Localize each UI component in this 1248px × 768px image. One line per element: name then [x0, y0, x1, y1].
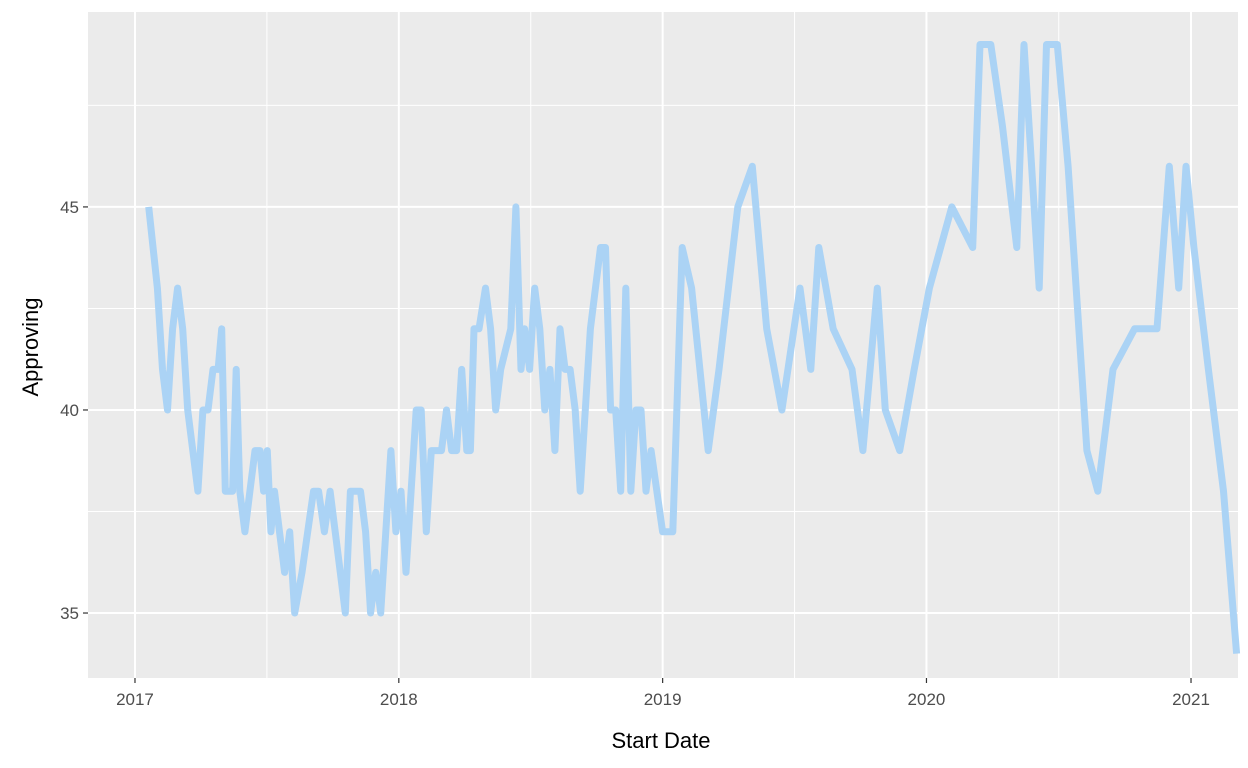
x-tick-label: 2018: [380, 690, 418, 709]
x-tick-label: 2019: [644, 690, 682, 709]
x-tick-label: 2020: [908, 690, 946, 709]
y-tick-label: 45: [60, 198, 79, 217]
x-tick-label: 2021: [1172, 690, 1210, 709]
major-gridlines: [88, 12, 1238, 678]
series-layer: [145, 41, 1241, 654]
y-axis: 35 40 45: [60, 198, 88, 623]
y-tick-label: 40: [60, 401, 79, 420]
y-tick-label: 35: [60, 604, 79, 623]
series-line: [145, 41, 1241, 654]
y-axis-title: Approving: [18, 297, 43, 396]
x-axis-title: Start Date: [611, 728, 710, 753]
x-tick-label: 2017: [116, 690, 154, 709]
x-axis: 2017 2018 2019 2020 2021: [116, 678, 1210, 709]
